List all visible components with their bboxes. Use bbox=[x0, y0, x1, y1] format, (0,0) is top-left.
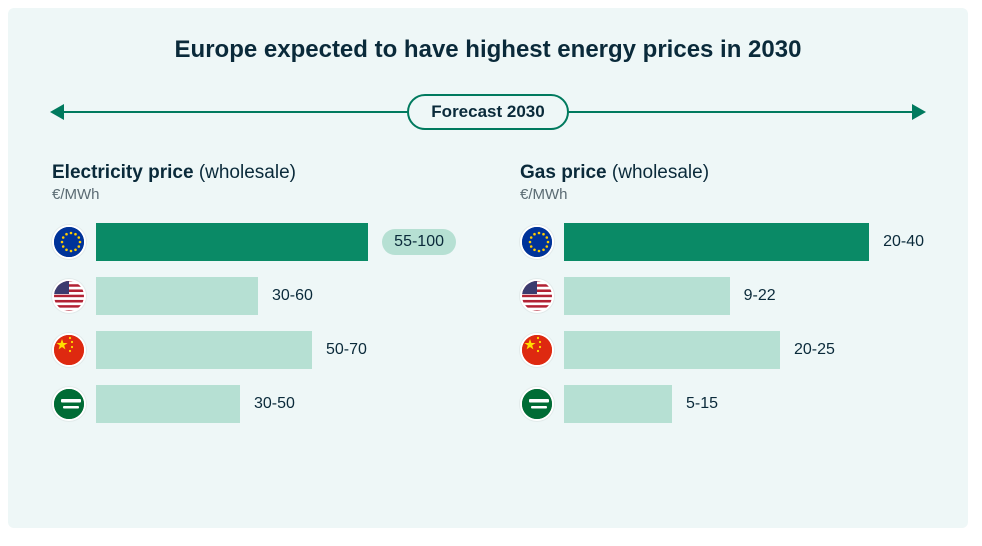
column-title-bold: Gas price bbox=[520, 162, 607, 183]
bar-wrap: 50-70 bbox=[96, 331, 456, 369]
column-title: Gas price (wholesale) bbox=[520, 162, 924, 184]
forecast-badge: Forecast 2030 bbox=[407, 94, 568, 130]
bar-wrap: 20-25 bbox=[564, 331, 924, 369]
bar-wrap: 30-60 bbox=[96, 277, 456, 315]
bar bbox=[96, 385, 240, 423]
chart-row: 30-50 bbox=[52, 383, 456, 425]
cn-flag-icon bbox=[52, 333, 86, 367]
range-label: 5-15 bbox=[686, 395, 718, 413]
gas-column: Gas price (wholesale) €/MWh 20-40 9-22 20-2… bbox=[520, 162, 924, 437]
bar bbox=[96, 223, 368, 261]
bar bbox=[564, 331, 780, 369]
eu-flag-icon bbox=[52, 225, 86, 259]
column-title-bold: Electricity price bbox=[52, 162, 194, 183]
us-flag-icon bbox=[520, 279, 554, 313]
bar-wrap: 9-22 bbox=[564, 277, 924, 315]
sa-flag-icon bbox=[52, 387, 86, 421]
range-label: 30-60 bbox=[272, 287, 313, 305]
range-label: 30-50 bbox=[254, 395, 295, 413]
bar bbox=[96, 277, 258, 315]
range-label: 9-22 bbox=[744, 287, 776, 305]
chart-row: 9-22 bbox=[520, 275, 924, 317]
chart-row: 5-15 bbox=[520, 383, 924, 425]
electricity-column: Electricity price (wholesale) €/MWh 55-100… bbox=[52, 162, 456, 437]
page-title: Europe expected to have highest energy p… bbox=[52, 36, 924, 64]
range-label: 50-70 bbox=[326, 341, 367, 359]
bar bbox=[564, 277, 730, 315]
arrow-head-right-icon bbox=[912, 104, 926, 120]
bar-wrap: 30-50 bbox=[96, 385, 456, 423]
infographic-panel: Europe expected to have highest energy p… bbox=[8, 8, 968, 528]
chart-columns: Electricity price (wholesale) €/MWh 55-100… bbox=[52, 162, 924, 437]
eu-flag-icon bbox=[520, 225, 554, 259]
cn-flag-icon bbox=[520, 333, 554, 367]
column-title-paren: (wholesale) bbox=[199, 162, 296, 183]
sa-flag-icon bbox=[520, 387, 554, 421]
bar bbox=[564, 223, 869, 261]
bar bbox=[96, 331, 312, 369]
range-label: 55-100 bbox=[382, 229, 456, 255]
column-unit: €/MWh bbox=[52, 186, 456, 203]
range-label: 20-25 bbox=[794, 341, 835, 359]
forecast-arrow: Forecast 2030 bbox=[52, 92, 924, 132]
bar-wrap: 55-100 bbox=[96, 223, 456, 261]
column-title-paren: (wholesale) bbox=[612, 162, 709, 183]
chart-row: 20-25 bbox=[520, 329, 924, 371]
chart-row: 30-60 bbox=[52, 275, 456, 317]
column-title: Electricity price (wholesale) bbox=[52, 162, 456, 184]
bar-wrap: 5-15 bbox=[564, 385, 924, 423]
bar-wrap: 20-40 bbox=[564, 223, 924, 261]
us-flag-icon bbox=[52, 279, 86, 313]
chart-row: 20-40 bbox=[520, 221, 924, 263]
chart-row: 50-70 bbox=[52, 329, 456, 371]
column-unit: €/MWh bbox=[520, 186, 924, 203]
arrow-head-left-icon bbox=[50, 104, 64, 120]
range-label: 20-40 bbox=[883, 233, 924, 251]
bar bbox=[564, 385, 672, 423]
chart-row: 55-100 bbox=[52, 221, 456, 263]
